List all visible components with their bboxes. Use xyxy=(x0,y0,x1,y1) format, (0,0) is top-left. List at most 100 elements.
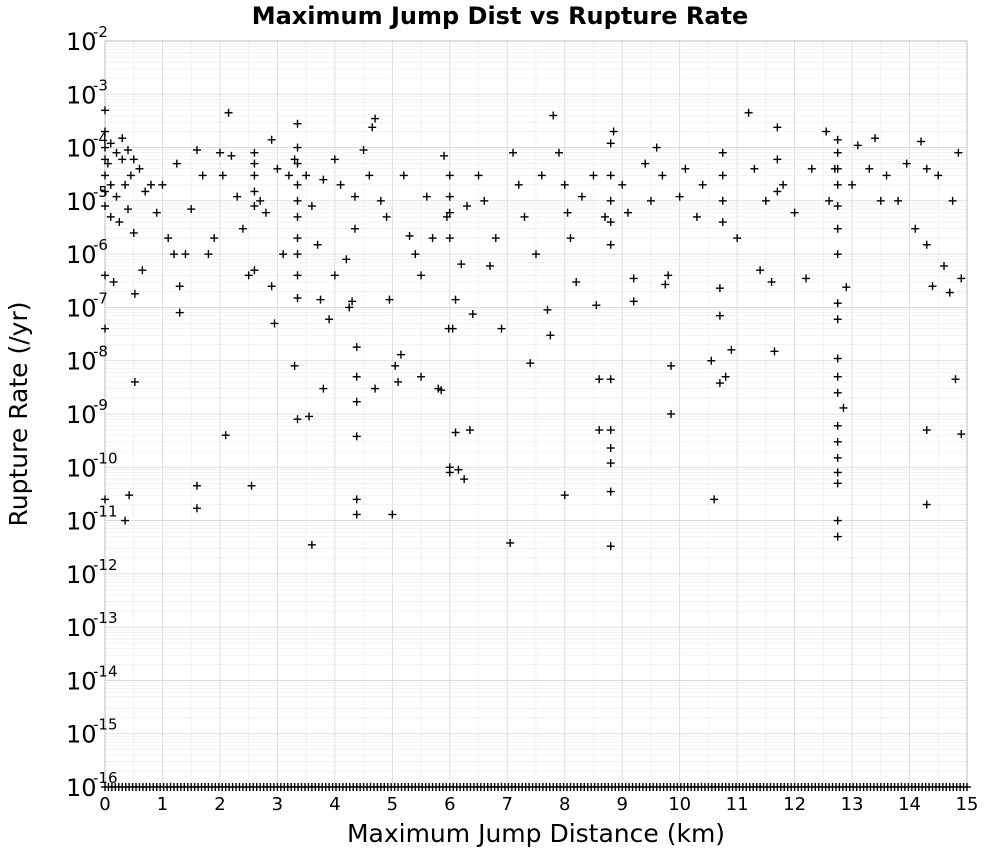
data-point xyxy=(692,212,701,221)
data-point xyxy=(606,375,615,384)
y-tick-label: 10-2 xyxy=(66,23,108,56)
y-tick-exponent: -12 xyxy=(93,556,118,574)
data-point xyxy=(595,426,604,435)
y-tick-exponent: -14 xyxy=(93,662,118,680)
data-point xyxy=(465,426,474,435)
x-tick-label: 4 xyxy=(329,794,340,815)
data-point xyxy=(123,146,132,155)
data-point xyxy=(922,500,931,509)
data-point xyxy=(391,361,400,370)
y-tick-label: 10-11 xyxy=(66,503,118,536)
data-point xyxy=(437,386,446,395)
data-point xyxy=(664,271,673,280)
data-point xyxy=(164,234,173,243)
data-point xyxy=(833,516,842,525)
data-point xyxy=(727,345,736,354)
y-tick-base: 10 xyxy=(66,721,97,749)
x-tick-label: 14 xyxy=(898,794,921,815)
data-point xyxy=(563,208,572,217)
data-point xyxy=(101,202,109,211)
data-point xyxy=(204,250,213,259)
data-point xyxy=(293,180,302,189)
y-tick-label: 10-4 xyxy=(66,130,108,163)
data-point xyxy=(750,164,759,173)
x-tick-label: 3 xyxy=(272,794,283,815)
data-point xyxy=(940,261,949,270)
y-tick-exponent: -13 xyxy=(93,609,118,627)
data-point xyxy=(307,202,316,211)
data-point xyxy=(307,540,316,549)
y-tick-base: 10 xyxy=(66,28,97,56)
data-point xyxy=(135,164,144,173)
data-point xyxy=(606,444,615,453)
data-point xyxy=(480,196,489,205)
data-point xyxy=(667,410,676,418)
data-point xyxy=(129,228,138,237)
data-point xyxy=(451,295,460,304)
data-point xyxy=(172,159,181,168)
data-point xyxy=(411,250,420,259)
data-point xyxy=(181,250,190,259)
data-point xyxy=(833,299,842,308)
data-point xyxy=(928,282,937,291)
data-point xyxy=(101,155,109,164)
data-point xyxy=(839,403,848,412)
y-tick-base: 10 xyxy=(66,774,97,802)
data-point xyxy=(445,192,454,201)
y-tick-exponent: -16 xyxy=(93,769,118,787)
y-tick-exponent: -7 xyxy=(93,289,108,307)
y-tick-base: 10 xyxy=(66,294,97,322)
data-point xyxy=(592,301,601,310)
data-point xyxy=(661,280,670,289)
data-point xyxy=(279,250,288,259)
data-point xyxy=(342,255,351,264)
data-point xyxy=(115,218,124,227)
x-tick-label: 2 xyxy=(214,794,225,815)
data-point xyxy=(744,108,753,117)
data-point xyxy=(293,196,302,205)
data-point xyxy=(417,271,426,280)
data-point xyxy=(250,159,259,168)
data-point xyxy=(187,205,196,214)
data-point xyxy=(192,146,201,155)
data-point xyxy=(109,278,118,287)
data-point xyxy=(192,481,201,490)
x-tick-labels: 0 1 2 3 4 5 6 7 8 9 10 11 12 13 14 15 xyxy=(99,794,978,815)
data-point xyxy=(445,208,454,217)
data-point xyxy=(448,324,457,333)
data-point xyxy=(270,319,279,328)
data-point xyxy=(767,278,776,287)
data-point xyxy=(833,437,842,446)
data-point xyxy=(833,421,842,430)
data-point xyxy=(790,208,799,217)
x-tick-label: 1 xyxy=(157,794,168,815)
x-tick-label: 8 xyxy=(559,794,570,815)
data-point xyxy=(428,234,437,243)
data-point xyxy=(577,192,586,201)
data-point xyxy=(833,135,842,144)
data-point xyxy=(641,159,650,168)
data-point xyxy=(250,187,259,196)
y-tick-base: 10 xyxy=(66,508,97,536)
data-point xyxy=(779,180,788,189)
data-point xyxy=(445,468,454,477)
data-point xyxy=(101,171,109,180)
data-point xyxy=(352,432,361,441)
data-point xyxy=(957,274,966,283)
data-point xyxy=(486,261,495,270)
data-point xyxy=(773,187,782,196)
data-point xyxy=(667,361,676,370)
data-point xyxy=(405,231,414,240)
data-point xyxy=(130,289,139,298)
data-point xyxy=(445,171,454,180)
data-point xyxy=(833,372,842,381)
data-point xyxy=(606,171,615,180)
data-point xyxy=(566,234,575,243)
data-point xyxy=(101,106,109,115)
data-point xyxy=(256,196,265,205)
data-point xyxy=(646,196,655,205)
data-point xyxy=(175,308,184,317)
data-point xyxy=(330,271,339,280)
data-point xyxy=(101,127,109,136)
x-tick-label: 15 xyxy=(956,794,979,815)
